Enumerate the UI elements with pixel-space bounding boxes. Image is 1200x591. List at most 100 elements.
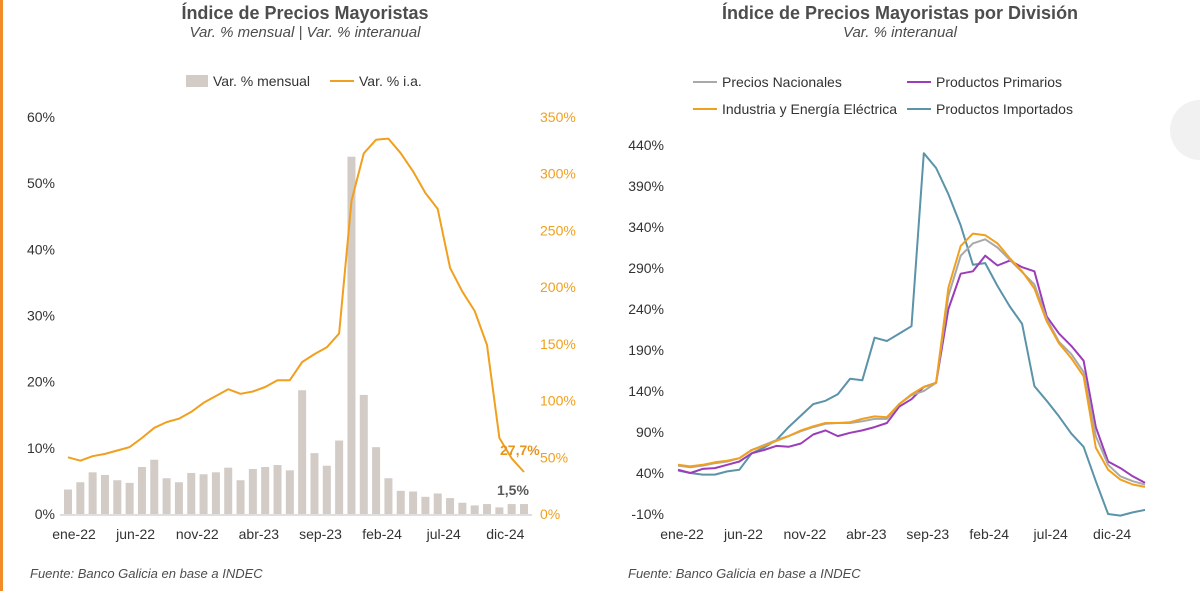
bar-monthly: [150, 459, 159, 514]
bar-monthly: [322, 465, 331, 514]
bar-monthly: [100, 474, 109, 514]
line-interanual: [67, 137, 525, 473]
bar-monthly: [347, 156, 356, 514]
y-left-tick-label: 10%: [27, 440, 55, 456]
bar-monthly: [187, 472, 196, 514]
y-tick-label: 90%: [636, 424, 664, 440]
bar-monthly: [470, 505, 479, 514]
y-right-tick-label: 0%: [540, 506, 560, 522]
legend-productos-primarios: Productos Primarios: [936, 74, 1062, 90]
y-tick-label: 390%: [628, 178, 664, 194]
y-right-tick-label: 200%: [540, 279, 576, 295]
annotation-mensual-last: 1,5%: [497, 482, 529, 498]
bar-monthly: [495, 507, 504, 514]
right-chart-subtitle: Var. % interanual: [843, 24, 957, 41]
bar-monthly: [310, 453, 319, 514]
x-tick-label: jun-22: [115, 526, 155, 542]
y-tick-label: 190%: [628, 342, 664, 358]
right-chart-source: Fuente: Banco Galicia en base a INDEC: [628, 566, 861, 581]
x-tick-label: abr-23: [846, 526, 887, 542]
left-chart-title: Índice de Precios Mayoristas: [181, 3, 429, 23]
y-tick-label: 440%: [628, 137, 664, 153]
bar-monthly: [76, 482, 85, 514]
bar-monthly: [298, 390, 307, 514]
x-tick-label: feb-24: [969, 526, 1009, 542]
line-productos-primarios: [677, 254, 1146, 484]
bar-monthly: [211, 472, 220, 514]
bar-monthly: [273, 465, 282, 514]
x-tick-label: sep-23: [299, 526, 342, 542]
bar-monthly: [458, 502, 467, 514]
bar-monthly: [261, 467, 270, 514]
y-right-tick-label: 350%: [540, 109, 576, 125]
legend-label-mensual: Var. % mensual: [213, 73, 310, 89]
y-tick-label: 40%: [636, 465, 664, 481]
bar-monthly: [248, 469, 257, 514]
bar-monthly: [199, 474, 208, 514]
accent-bar: [0, 0, 3, 591]
bar-monthly: [520, 504, 528, 514]
bar-monthly: [113, 480, 122, 514]
x-tick-label: jul-24: [1033, 526, 1068, 542]
bar-monthly: [137, 467, 146, 514]
bar-monthly: [64, 489, 72, 514]
y-tick-label: 290%: [628, 260, 664, 276]
x-tick-label: jul-24: [426, 526, 461, 542]
right-chart-title: Índice de Precios Mayoristas por Divisió…: [721, 3, 1079, 23]
bar-monthly: [335, 440, 344, 514]
y-tick-label: -10%: [631, 506, 664, 522]
y-tick-label: 240%: [628, 301, 664, 317]
x-tick-label: feb-24: [362, 526, 402, 542]
bar-monthly: [125, 482, 134, 514]
x-tick-label: nov-22: [176, 526, 219, 542]
annotation-ia-last: 27,7%: [500, 442, 540, 458]
bar-monthly: [433, 493, 442, 514]
y-right-tick-label: 50%: [540, 449, 568, 465]
x-tick-label: dic-24: [1093, 526, 1131, 542]
bar-monthly: [174, 482, 183, 514]
y-right-tick-label: 300%: [540, 166, 576, 182]
bar-monthly: [285, 470, 294, 514]
x-tick-label: ene-22: [52, 526, 96, 542]
left-chart-subtitle: Var. % mensual | Var. % interanual: [189, 24, 421, 41]
bar-monthly: [446, 498, 455, 514]
bar-monthly: [507, 504, 516, 514]
legend-swatch-bar: [186, 75, 208, 87]
bar-monthly: [421, 496, 430, 514]
legend-industria-energia: Industria y Energía Eléctrica: [722, 101, 897, 117]
y-left-tick-label: 50%: [27, 175, 55, 191]
left-chart-source: Fuente: Banco Galicia en base a INDEC: [30, 566, 263, 581]
y-tick-label: 140%: [628, 383, 664, 399]
bar-monthly: [224, 467, 233, 514]
y-left-tick-label: 60%: [27, 109, 55, 125]
legend-label-ia: Var. % i.a.: [359, 73, 422, 89]
bar-monthly: [384, 478, 393, 514]
legend-productos-importados: Productos Importados: [936, 101, 1073, 117]
y-left-tick-label: 40%: [27, 241, 55, 257]
bar-monthly: [359, 394, 368, 514]
y-right-tick-label: 150%: [540, 336, 576, 352]
bar-monthly: [236, 480, 245, 514]
y-left-tick-label: 20%: [27, 374, 55, 390]
bar-monthly: [372, 447, 381, 514]
line-productos-importados: [677, 152, 1146, 517]
x-tick-label: sep-23: [906, 526, 949, 542]
legend-precios-nacionales: Precios Nacionales: [722, 74, 842, 90]
bar-monthly: [483, 504, 492, 514]
bar-monthly: [409, 491, 418, 514]
left-chart: 0% 10% 20% 30% 40% 50% 60% 0% 50% 100% 150% 200% 250…: [27, 73, 576, 542]
y-left-tick-label: 0%: [35, 506, 55, 522]
x-tick-label: ene-22: [660, 526, 704, 542]
y-left-tick-label: 30%: [27, 308, 55, 324]
line-industria-energia: [677, 232, 1146, 488]
x-tick-label: dic-24: [486, 526, 524, 542]
x-tick-label: jun-22: [723, 526, 763, 542]
y-right-tick-label: 250%: [540, 222, 576, 238]
bar-monthly: [396, 490, 405, 514]
bar-monthly: [162, 478, 171, 514]
bar-monthly: [88, 472, 97, 514]
x-tick-label: abr-23: [239, 526, 280, 542]
x-tick-label: nov-22: [783, 526, 826, 542]
y-right-tick-label: 100%: [540, 393, 576, 409]
